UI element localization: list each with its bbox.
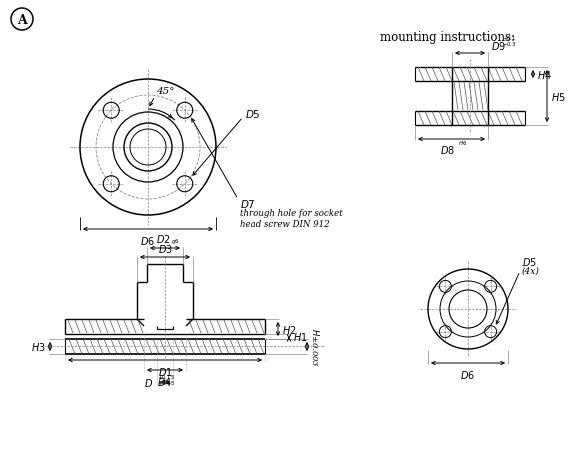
Text: $D5$: $D5$	[245, 108, 261, 120]
Text: $H5$: $H5$	[551, 91, 566, 103]
Text: head screw DIN 912: head screw DIN 912	[240, 219, 329, 229]
Text: $D8$: $D8$	[440, 144, 455, 156]
Text: $H$±0.003: $H$±0.003	[310, 327, 321, 366]
Text: $D9$: $D9$	[491, 40, 506, 52]
Text: $D$: $D$	[144, 376, 153, 388]
Text: $H3$: $H3$	[31, 341, 46, 353]
Text: $H4$: $H4$	[537, 69, 552, 81]
Text: $_{g6}$: $_{g6}$	[171, 237, 180, 246]
Text: $D6$: $D6$	[460, 368, 475, 380]
Text: (4x): (4x)	[522, 266, 540, 275]
Text: $D3$: $D3$	[158, 243, 172, 255]
Text: $^{+0.15}_{+0.05}$: $^{+0.15}_{+0.05}$	[157, 373, 175, 388]
Text: $^{-0.1}_{-0.3}$: $^{-0.1}_{-0.3}$	[502, 34, 517, 49]
Text: $D2$: $D2$	[155, 232, 171, 244]
Text: through hole for socket: through hole for socket	[240, 208, 343, 218]
Text: $H2$: $H2$	[282, 323, 297, 335]
Text: $D5$: $D5$	[522, 256, 537, 268]
Text: $D7$: $D7$	[240, 198, 255, 210]
Text: 45°: 45°	[156, 87, 175, 96]
Text: $^{H6}$: $^{H6}$	[457, 142, 467, 150]
Text: $D4$: $D4$	[158, 375, 172, 387]
Text: mounting instructions:: mounting instructions:	[380, 31, 515, 44]
Text: $D6$: $D6$	[140, 234, 155, 246]
Text: A: A	[17, 13, 27, 26]
Text: $H1$: $H1$	[293, 331, 307, 343]
Text: $D1$: $D1$	[158, 365, 172, 377]
